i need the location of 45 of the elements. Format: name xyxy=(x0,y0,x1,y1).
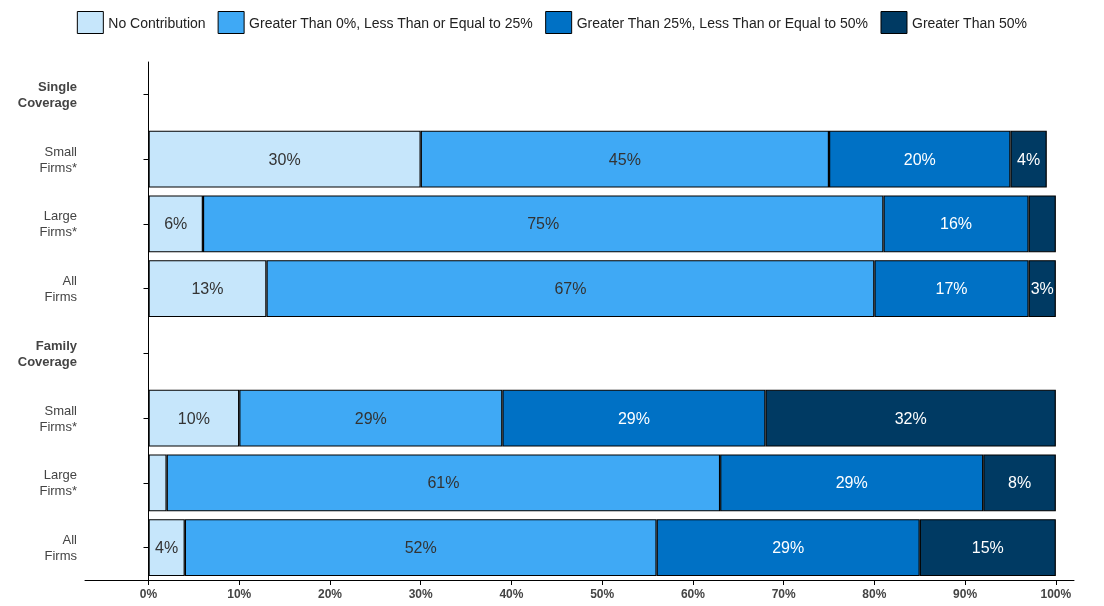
x-tick-label: 40% xyxy=(499,587,524,601)
y-tick-label: Family Coverage xyxy=(17,337,78,369)
x-tick-label: 30% xyxy=(408,587,434,601)
data-label: 8% xyxy=(1008,474,1032,492)
x-tick-label: 90% xyxy=(953,587,978,601)
data-label: 29% xyxy=(835,474,868,492)
legend-label: Greater Than 25%, Less Than or Equal to 50% xyxy=(576,14,868,31)
y-tick-label: Small Firms* xyxy=(39,143,78,175)
legend-label: Greater Than 50% xyxy=(911,14,1027,31)
y-tick-label: Small Firms* xyxy=(39,402,78,434)
y-tick-label: Single Coverage xyxy=(17,78,77,110)
data-label: 67% xyxy=(554,280,587,298)
data-label: 29% xyxy=(772,539,805,557)
data-label: 20% xyxy=(903,150,936,168)
x-tick-label: 10% xyxy=(227,587,252,601)
data-label: 32% xyxy=(894,409,927,427)
x-tick-label: 60% xyxy=(680,587,706,601)
data-label: 17% xyxy=(935,280,968,298)
data-label: 29% xyxy=(354,409,387,427)
legend-label: Greater Than 0%, Less Than or Equal to 25% xyxy=(249,14,533,31)
legend-label: No Contribution xyxy=(108,14,206,31)
data-label: 75% xyxy=(527,215,560,233)
data-label: 4% xyxy=(1017,150,1041,168)
x-tick-label: 0% xyxy=(139,587,158,601)
data-label: 16% xyxy=(940,215,973,233)
data-label: 61% xyxy=(427,474,460,492)
y-tick-label: All Firms xyxy=(44,273,78,305)
x-tick-label: 20% xyxy=(317,587,343,601)
data-label: 30% xyxy=(268,150,301,168)
data-label: 52% xyxy=(404,539,437,557)
data-label: 45% xyxy=(608,150,641,168)
data-label: 15% xyxy=(971,539,1004,557)
x-tick-label: 100% xyxy=(1040,587,1072,601)
x-tick-label: 50% xyxy=(590,587,615,601)
data-label: 4% xyxy=(155,539,179,557)
y-tick-label: Large Firms* xyxy=(39,467,77,499)
data-label: 10% xyxy=(177,409,210,427)
data-label: 29% xyxy=(617,409,650,427)
data-label: 13% xyxy=(191,280,224,298)
y-tick-label: Large Firms* xyxy=(39,208,77,240)
x-tick-label: 70% xyxy=(771,587,796,601)
data-label: 6% xyxy=(164,215,188,233)
y-tick-label: All Firms xyxy=(44,532,78,564)
data-label: 3% xyxy=(1030,280,1054,298)
x-tick-label: 80% xyxy=(862,587,887,601)
